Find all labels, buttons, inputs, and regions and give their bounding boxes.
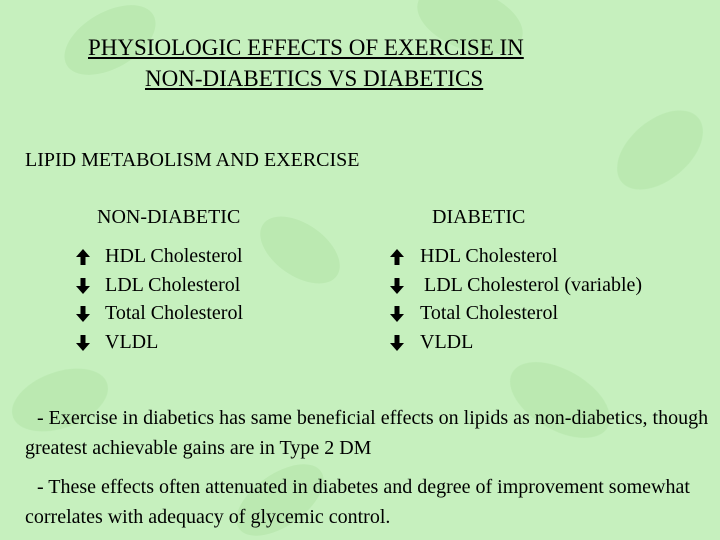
column-heading: NON-DIABETIC — [97, 206, 241, 228]
down-arrow — [390, 306, 404, 322]
note: - These effects often attenuated in diab… — [25, 476, 690, 528]
title-line: PHYSIOLOGIC EFFECTS OF EXERCISE IN — [88, 35, 524, 60]
note: - Exercise in diabetics has same benefic… — [25, 407, 709, 459]
down-arrow — [76, 306, 90, 322]
up-arrow — [390, 249, 404, 265]
list-item: HDL Cholesterol — [105, 245, 243, 267]
list-item: VLDL — [105, 331, 159, 353]
column-heading: DIABETIC — [432, 206, 526, 228]
list-item: HDL Cholesterol — [420, 245, 558, 267]
up-arrow — [76, 249, 90, 265]
list-item: Total Cholesterol — [105, 302, 244, 324]
down-arrow — [76, 278, 90, 294]
down-arrow — [390, 335, 404, 351]
list-item: LDL Cholesterol — [105, 274, 241, 296]
down-arrow — [76, 335, 90, 351]
list-item: LDL Cholesterol (variable) — [424, 274, 643, 296]
list-item: Total Cholesterol — [420, 302, 559, 324]
subtitle: LIPID METABOLISM AND EXERCISE — [25, 149, 360, 171]
list-item: VLDL — [420, 331, 474, 353]
title-line: NON-DIABETICS VS DIABETICS — [145, 66, 484, 91]
down-arrow — [390, 278, 404, 294]
